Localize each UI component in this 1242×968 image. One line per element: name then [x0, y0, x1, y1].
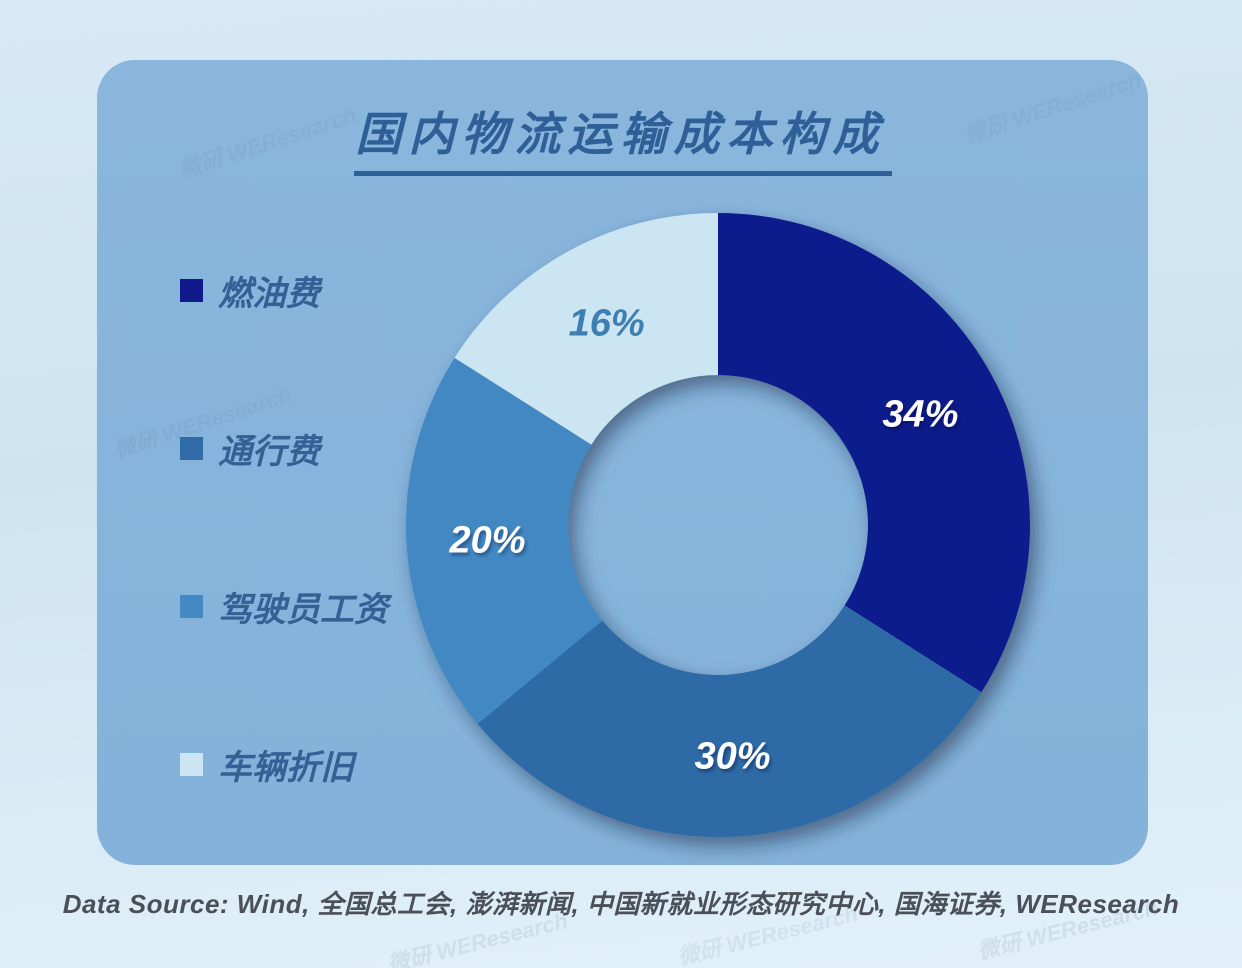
legend-swatch-icon: [180, 594, 203, 618]
pie-slice-1: [477, 605, 982, 838]
chart-title: 国内物流运输成本构成: [353, 98, 892, 176]
legend-label: 驾驶员工资: [218, 590, 388, 629]
legend-item-3: 车辆折旧: [180, 744, 388, 787]
pie-slice-value-label-1: 30%: [694, 736, 770, 778]
legend-item-1: 通行费: [180, 428, 388, 471]
legend-label: 车辆折旧: [218, 748, 354, 787]
pie-slice-3: [454, 213, 718, 445]
legend-swatch-icon: [180, 752, 203, 776]
donut-ring: [405, 213, 1031, 838]
pie-slice-value-label-3: 16%: [569, 303, 645, 345]
legend-swatch-icon: [180, 436, 203, 460]
pie-slice-2: [405, 357, 603, 724]
legend-item-2: 驾驶员工资: [180, 586, 388, 629]
data-source-text: Data Source: Wind, 全国总工会, 澎湃新闻, 中国新就业形态研…: [62, 889, 1180, 919]
legend-swatch-icon: [180, 278, 203, 302]
legend-item-0: 燃油费: [180, 270, 388, 313]
donut-chart: 34% 30% 20% 16%: [405, 213, 1031, 838]
chart-legend: 燃油费通行费驾驶员工资车辆折旧: [180, 270, 388, 787]
pie-slice-value-label-2: 20%: [448, 520, 525, 562]
legend-label: 通行费: [218, 432, 320, 471]
legend-label: 燃油费: [218, 274, 320, 313]
pie-slice-value-label-0: 34%: [882, 394, 958, 436]
pie-slice-0: [718, 213, 1031, 693]
